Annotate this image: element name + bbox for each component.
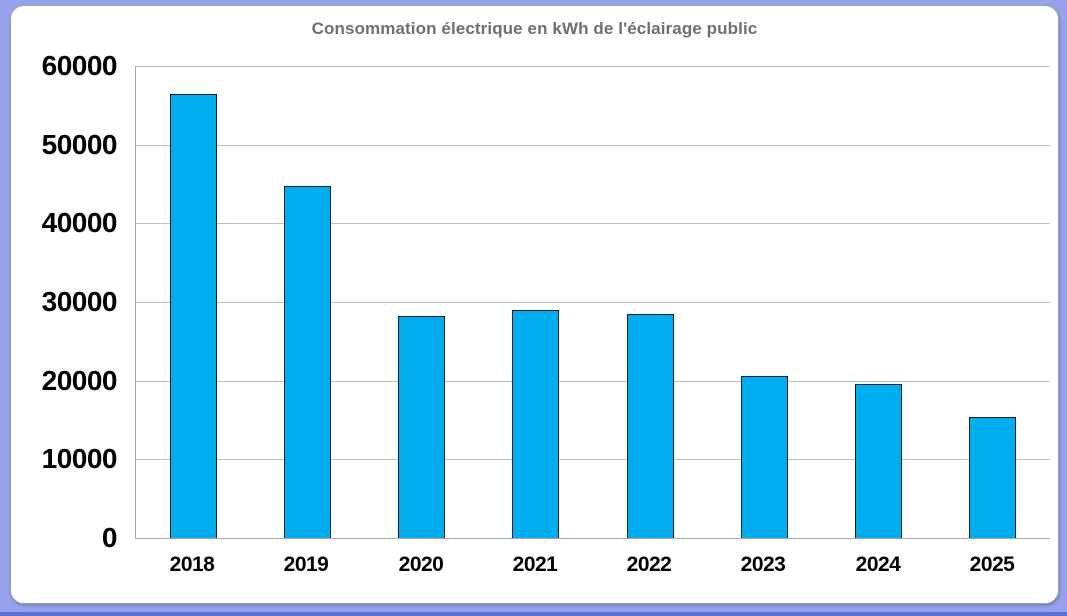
- bar-2023: [741, 376, 788, 538]
- x-axis-tick-label-2025: 2025: [969, 553, 1015, 576]
- gridline-50000: [136, 145, 1050, 146]
- bar-2022: [627, 314, 674, 538]
- chart-card: Consommation électrique en kWh de l'écla…: [10, 5, 1059, 604]
- bar-2025: [969, 417, 1016, 538]
- x-axis-tick-label-2019: 2019: [283, 553, 329, 576]
- x-axis-tick-label-2021: 2021: [512, 553, 558, 576]
- x-axis-tick-label-2020: 2020: [398, 553, 444, 576]
- x-axis-tick-label-2022: 2022: [626, 553, 672, 576]
- gridline-60000: [136, 66, 1050, 67]
- gridline-10000: [136, 459, 1050, 460]
- y-axis-tick-label-10000: 10000: [41, 443, 118, 474]
- bar-2019: [284, 186, 331, 538]
- chart-title: Consommation électrique en kWh de l'écla…: [311, 19, 758, 38]
- y-axis-tick-label-40000: 40000: [41, 207, 118, 238]
- gridline-20000: [136, 381, 1050, 382]
- y-axis-tick-label-50000: 50000: [41, 129, 118, 160]
- x-axis-tick-label-2023: 2023: [740, 553, 786, 576]
- y-axis-tick-label-0: 0: [101, 522, 118, 553]
- bar-2018: [170, 94, 217, 538]
- bar-2024: [855, 384, 902, 538]
- x-axis-tick-label-2018: 2018: [169, 553, 215, 576]
- bar-2021: [512, 310, 559, 538]
- bar-2020: [398, 316, 445, 538]
- frame-bottom-edge: [0, 612, 1067, 616]
- x-axis-tick-label-2024: 2024: [855, 553, 901, 576]
- plot-area: [135, 66, 1050, 539]
- y-axis-tick-label-60000: 60000: [41, 50, 118, 81]
- y-axis-tick-label-30000: 30000: [41, 286, 118, 317]
- gridline-30000: [136, 302, 1050, 303]
- y-axis-tick-label-20000: 20000: [41, 365, 118, 396]
- gridline-40000: [136, 223, 1050, 224]
